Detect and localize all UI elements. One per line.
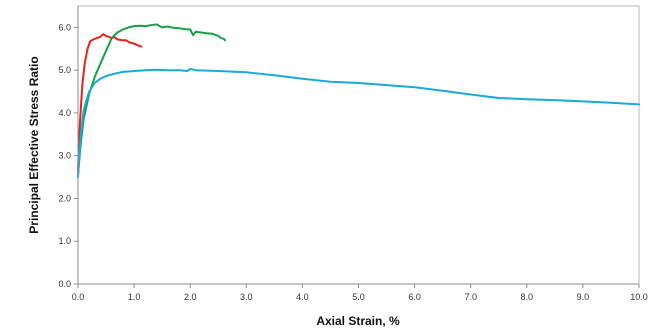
x-tick-label: 9.0 bbox=[577, 292, 590, 302]
y-tick-label: 3.0 bbox=[58, 151, 71, 161]
y-tick-label: 5.0 bbox=[58, 65, 71, 75]
series-layer bbox=[77, 23, 640, 179]
y-tick-label: 6.0 bbox=[58, 22, 71, 32]
x-axis-title: Axial Strain, % bbox=[316, 314, 400, 328]
x-tick-label: 1.0 bbox=[128, 292, 141, 302]
x-tick-label: 5.0 bbox=[352, 292, 365, 302]
series-line-red bbox=[77, 33, 143, 172]
plot-area bbox=[77, 5, 640, 285]
y-tick-label: 0.0 bbox=[58, 279, 71, 289]
x-tick-label: 10.0 bbox=[630, 292, 648, 302]
series-line-blue bbox=[77, 67, 640, 179]
series-line-green bbox=[77, 23, 226, 176]
y-axis-title: Principal Effective Stress Ratio bbox=[27, 56, 41, 233]
y-tick-label: 4.0 bbox=[58, 108, 71, 118]
y-axis-ticks: 0.0 1.0 2.0 3.0 4.0 5.0 6.0 bbox=[58, 22, 78, 289]
x-axis-ticks: 0.0 1.0 2.0 3.0 4.0 5.0 6.0 7.0 8.0 9.0 10.0 bbox=[72, 284, 648, 302]
x-tick-label: 2.0 bbox=[184, 292, 197, 302]
y-tick-label: 2.0 bbox=[58, 193, 71, 203]
x-tick-label: 6.0 bbox=[408, 292, 421, 302]
x-tick-label: 7.0 bbox=[464, 292, 477, 302]
x-tick-label: 0.0 bbox=[72, 292, 85, 302]
x-tick-label: 3.0 bbox=[240, 292, 253, 302]
y-tick-label: 1.0 bbox=[58, 236, 71, 246]
x-tick-label: 8.0 bbox=[521, 292, 534, 302]
x-tick-label: 4.0 bbox=[296, 292, 309, 302]
